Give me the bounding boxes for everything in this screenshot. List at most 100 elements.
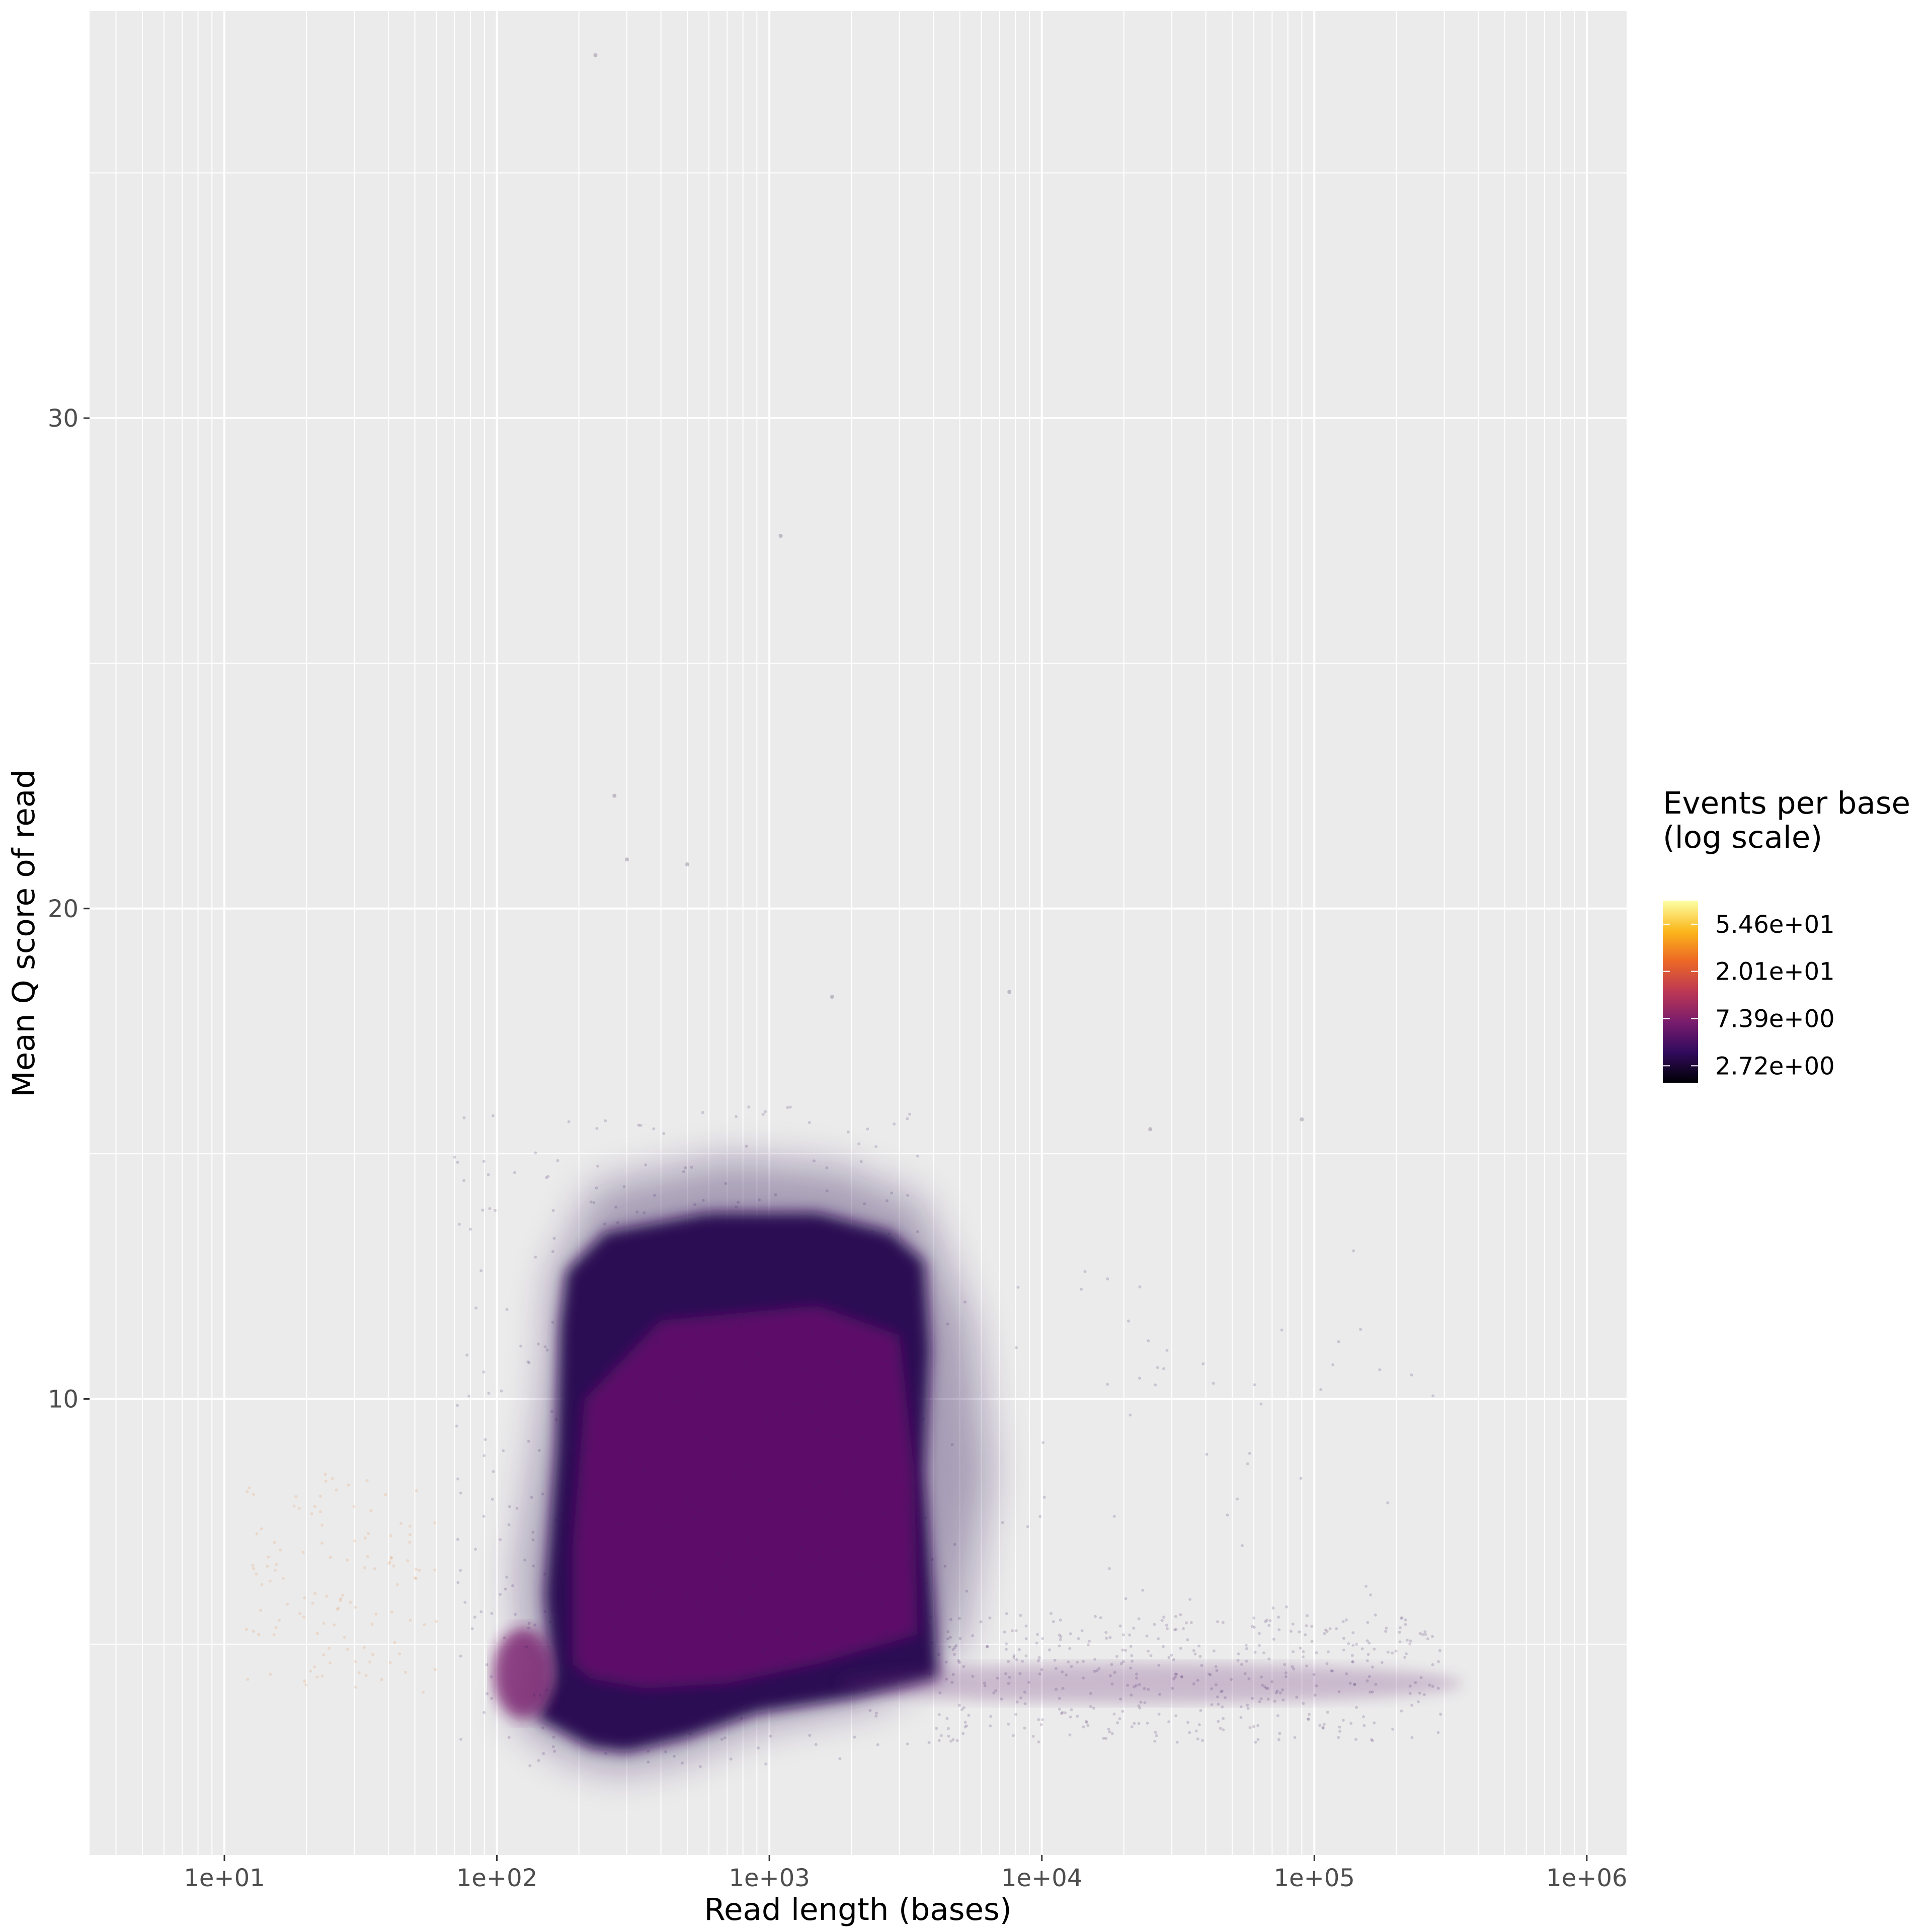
scatter-point	[1130, 1725, 1134, 1729]
scatter-point	[1265, 1619, 1268, 1622]
scatter-point	[1082, 1725, 1085, 1729]
scatter-point	[946, 1727, 950, 1730]
scatter-point	[525, 1645, 528, 1649]
scatter-point	[542, 1752, 545, 1755]
scatter-point	[1193, 1652, 1197, 1656]
scatter-point	[949, 1618, 952, 1621]
scatter-point	[846, 1489, 849, 1492]
scatter-point-orange	[339, 1597, 343, 1600]
scatter-point	[673, 1375, 676, 1378]
scatter-point	[979, 1620, 983, 1624]
scatter-point-orange	[347, 1483, 350, 1487]
scatter-point-orange	[246, 1678, 250, 1681]
scatter-point	[652, 1127, 656, 1131]
scatter-point-orange	[387, 1562, 391, 1565]
scatter-point	[657, 1343, 661, 1346]
scatter-point	[764, 1110, 767, 1113]
scatter-point	[876, 1638, 879, 1641]
scatter-point-orange	[398, 1652, 401, 1656]
scatter-point	[1005, 1612, 1008, 1616]
scatter-point	[1438, 1649, 1441, 1652]
scatter-point	[1410, 1736, 1414, 1739]
scatter-point	[1040, 1668, 1043, 1671]
scatter-point	[1313, 1694, 1317, 1697]
scatter-point-orange	[324, 1479, 328, 1483]
scatter-point	[690, 1166, 693, 1169]
scatter-point	[1214, 1665, 1218, 1668]
scatter-point	[937, 1653, 941, 1656]
scatter-point	[986, 1645, 989, 1648]
scatter-point	[573, 1631, 577, 1634]
scatter-point	[1284, 1675, 1287, 1678]
scatter-point	[937, 1739, 941, 1742]
scatter-point	[1004, 1672, 1007, 1675]
scatter-point	[1246, 1462, 1249, 1466]
scatter-point	[532, 1564, 535, 1568]
scatter-point	[739, 1325, 743, 1328]
scatter-point	[1155, 1734, 1158, 1737]
scatter-point	[824, 1401, 827, 1405]
scatter-point	[1299, 1646, 1302, 1650]
scatter-point-orange	[369, 1509, 373, 1512]
scatter-point	[1295, 1696, 1299, 1699]
scatter-point	[682, 1170, 685, 1173]
scatter-point	[1217, 1703, 1220, 1706]
scatter-point	[459, 1569, 462, 1572]
scatter-point	[695, 1602, 698, 1606]
scatter-point	[1106, 1383, 1109, 1386]
scatter-point	[1378, 1368, 1382, 1372]
scatter-point	[456, 1404, 459, 1407]
scatter-point	[531, 1538, 535, 1542]
scatter-point-orange	[423, 1623, 426, 1627]
scatter-point	[1038, 1672, 1041, 1676]
scatter-point	[819, 1556, 822, 1560]
scatter-point	[1179, 1613, 1182, 1617]
scatter-point	[1328, 1627, 1332, 1631]
scatter-point	[1199, 1709, 1202, 1712]
scatter-point	[1325, 1662, 1329, 1665]
scatter-point	[1007, 1660, 1010, 1663]
scatter-point	[727, 1634, 731, 1637]
scatter-point	[808, 1734, 812, 1737]
scatter-point	[1394, 1649, 1398, 1653]
scatter-point	[1399, 1626, 1402, 1630]
scatter-point	[552, 1735, 555, 1739]
scatter-point	[1070, 1708, 1073, 1712]
scatter-point-orange	[415, 1489, 418, 1492]
scatter-point	[1359, 1328, 1362, 1331]
scatter-point	[1373, 1721, 1376, 1725]
scatter-point	[1326, 1711, 1329, 1714]
scatter-point	[490, 1675, 493, 1678]
scatter-point-orange	[433, 1568, 437, 1572]
scatter-point	[1236, 1659, 1240, 1662]
scatter-point	[795, 1403, 798, 1406]
scatter-point	[481, 1209, 485, 1212]
scatter-point	[1301, 1655, 1305, 1659]
scatter-point	[701, 1111, 704, 1114]
scatter-point	[1259, 1402, 1263, 1406]
scatter-point-orange	[346, 1558, 349, 1562]
scatter-point	[767, 1454, 771, 1457]
scatter-point	[1197, 1723, 1201, 1726]
scatter-point-orange	[322, 1653, 326, 1657]
scatter-point	[595, 1186, 598, 1190]
scatter-point	[928, 1672, 932, 1676]
scatter-point	[1221, 1705, 1224, 1709]
scatter-point-orange	[322, 1622, 326, 1625]
scatter-point	[661, 1631, 665, 1634]
scatter-point	[727, 1555, 730, 1558]
scatter-point	[774, 1193, 777, 1196]
scatter-point	[895, 1479, 899, 1482]
scatter-point-orange	[389, 1556, 393, 1559]
scatter-point	[1305, 1664, 1309, 1668]
scatter-point-orange	[364, 1674, 368, 1677]
scatter-point	[1108, 1636, 1112, 1639]
scatter-point	[705, 1330, 709, 1333]
scatter-point	[965, 1589, 969, 1593]
scatter-point	[801, 1368, 805, 1371]
scatter-point	[519, 1344, 523, 1348]
scatter-point	[564, 1606, 567, 1610]
scatter-point-orange	[275, 1563, 278, 1566]
scatter-point	[611, 1258, 615, 1262]
scatter-point	[813, 1302, 816, 1306]
